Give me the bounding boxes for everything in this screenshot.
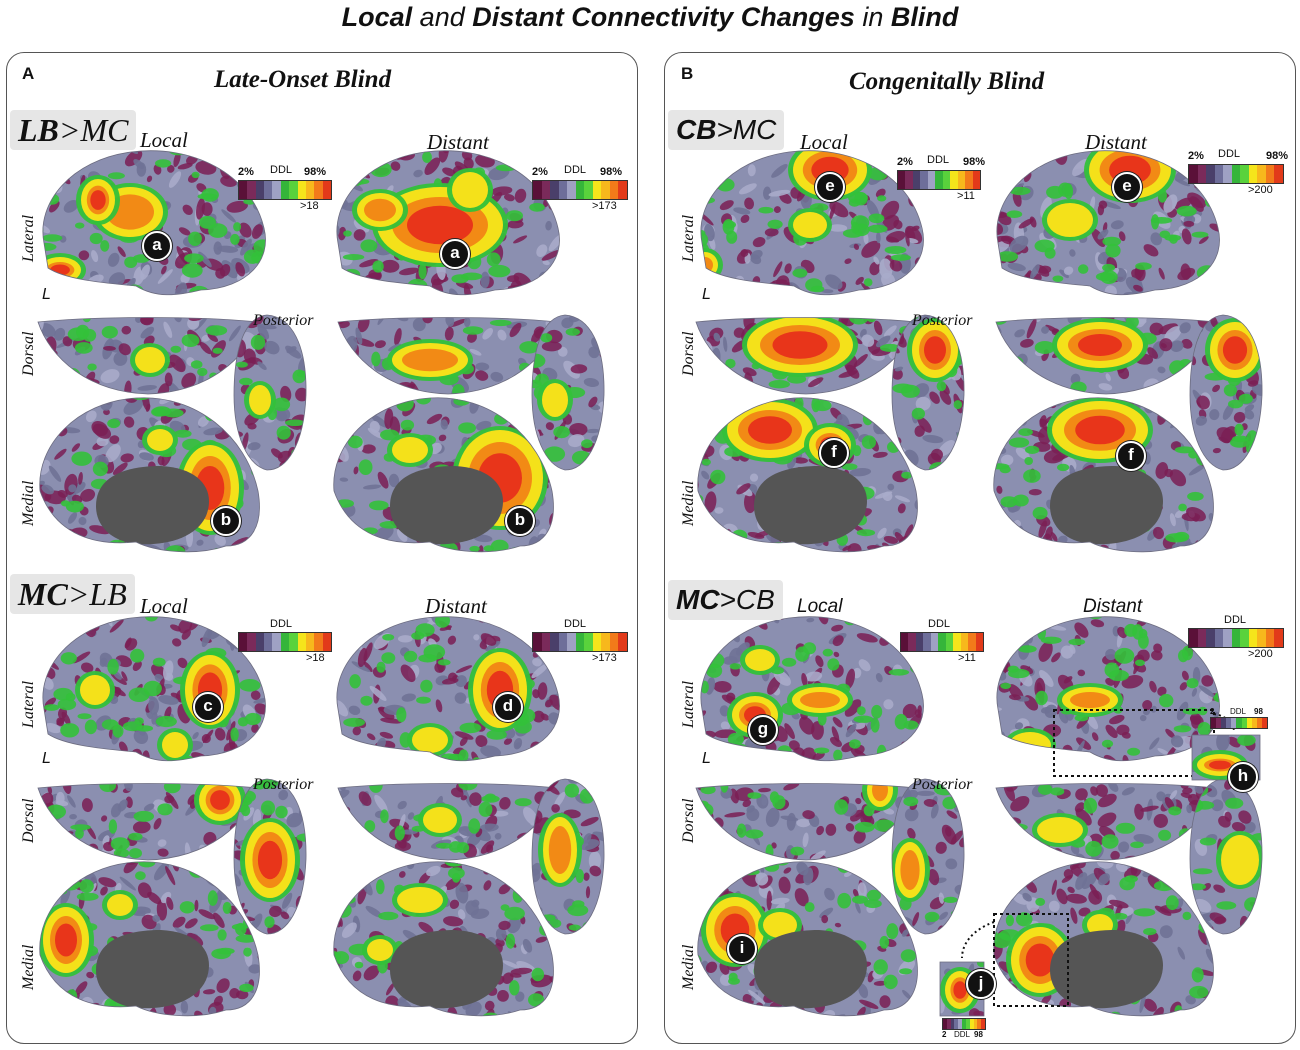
brain-b2-distant-lateral — [996, 616, 1220, 761]
heading-b2-distant: Distant — [1083, 596, 1143, 617]
comparison-mc-lb: MC>LB — [10, 574, 135, 614]
marker-a-local: a — [142, 231, 172, 261]
heading-a2-distant: Distant — [425, 594, 487, 618]
heading-b1-distant: Distant — [1085, 130, 1147, 154]
comparison-mc-cb: MC>CB — [668, 580, 783, 620]
brain-a2-distant-dorsal — [338, 783, 558, 860]
brain-a2-distant-posterior — [532, 779, 605, 934]
brain-b2-distant-dorsal — [996, 783, 1216, 860]
label-a2-dorsal: Dorsal — [20, 798, 37, 843]
label-b2-lateral: Lateral — [680, 680, 697, 728]
marker-g: g — [748, 715, 778, 745]
brain-a2-local-posterior — [234, 779, 307, 934]
comparison-cb-mc: CB>MC — [668, 110, 785, 150]
comparison-lb-mc: LB>MC — [10, 110, 137, 150]
marker-b-local: b — [211, 506, 241, 536]
marker-b-distant: b — [505, 506, 535, 536]
label-b1-dorsal: Dorsal — [680, 331, 697, 376]
panel-b-letter: B — [681, 64, 694, 83]
brain-a2-local-medial — [39, 861, 260, 1016]
marker-j: j — [966, 969, 996, 999]
label-b2-medial: Medial — [680, 944, 697, 990]
brain-a2-local-lateral — [42, 616, 266, 761]
brain-a1-distant-posterior — [532, 315, 605, 470]
marker-e-local: e — [815, 172, 845, 202]
label-b2-hemisphere: L — [702, 750, 711, 767]
label-a2-lateral: Lateral — [20, 680, 37, 728]
title-word-and: and — [412, 2, 473, 32]
label-a2-medial: Medial — [20, 944, 37, 990]
label-a1-hemisphere: L — [42, 286, 51, 303]
label-b1-medial: Medial — [680, 480, 697, 526]
brain-a2-distant-medial — [333, 861, 554, 1016]
marker-f-local: f — [819, 438, 849, 468]
heading-a1-distant: Distant — [427, 130, 489, 154]
marker-f-distant: f — [1116, 441, 1146, 471]
brain-b1-local-lateral — [700, 150, 924, 295]
brain-a2-distant-lateral — [336, 616, 560, 761]
label-a2-hemisphere: L — [42, 750, 51, 767]
title-word-local: Local — [341, 2, 413, 32]
label-b1-lateral: Lateral — [680, 214, 697, 262]
title-word-blind: Blind — [890, 2, 959, 32]
title-word-changes: Connectivity Changes — [563, 2, 855, 32]
marker-i: i — [727, 934, 757, 964]
marker-a-distant: a — [440, 239, 470, 269]
label-a2-posterior: Posterior — [253, 776, 314, 793]
panel-a-letter: A — [22, 64, 35, 83]
title-word-distant: Distant — [472, 2, 564, 32]
brain-b1-distant-medial — [993, 397, 1214, 552]
label-b2-dorsal: Dorsal — [680, 798, 697, 843]
label-a1-dorsal: Dorsal — [20, 331, 37, 376]
brain-a2-local-dorsal — [38, 783, 258, 860]
brain-a1-distant-dorsal — [338, 317, 558, 394]
brain-a1-distant-lateral — [336, 150, 560, 295]
heading-b1-local: Local — [800, 130, 848, 154]
label-a1-posterior: Posterior — [253, 312, 314, 329]
label-b2-posterior: Posterior — [912, 776, 973, 793]
brain-b1-distant-dorsal — [996, 317, 1216, 394]
marker-c: c — [193, 692, 223, 722]
label-b1-posterior: Posterior — [912, 312, 973, 329]
heading-a1-local: Local — [140, 128, 188, 152]
brain-b1-distant-lateral — [996, 150, 1220, 295]
inset-arrow-j — [961, 921, 995, 959]
marker-h: h — [1228, 762, 1258, 792]
panel-b-title: Congenitally Blind — [849, 68, 1045, 95]
heading-b2-local: Local — [797, 596, 843, 617]
title-word-in: in — [854, 2, 891, 32]
panel-a-title: Late-Onset Blind — [214, 66, 392, 93]
label-a1-lateral: Lateral — [20, 214, 37, 262]
marker-e-distant: e — [1112, 172, 1142, 202]
brain-b1-local-dorsal — [696, 317, 916, 394]
marker-d: d — [493, 692, 523, 722]
brain-a1-distant-medial — [333, 397, 554, 552]
label-b1-hemisphere: L — [702, 286, 711, 303]
inset-box-j — [993, 913, 1069, 1007]
label-a1-medial: Medial — [20, 480, 37, 526]
brain-a1-local-dorsal — [38, 317, 258, 394]
brain-b2-local-lateral — [700, 616, 924, 761]
figure-title: Local and Distant Connectivity Changes i… — [0, 2, 1300, 33]
brain-b2-distant-medial — [993, 861, 1214, 1016]
heading-a2-local: Local — [140, 594, 188, 618]
